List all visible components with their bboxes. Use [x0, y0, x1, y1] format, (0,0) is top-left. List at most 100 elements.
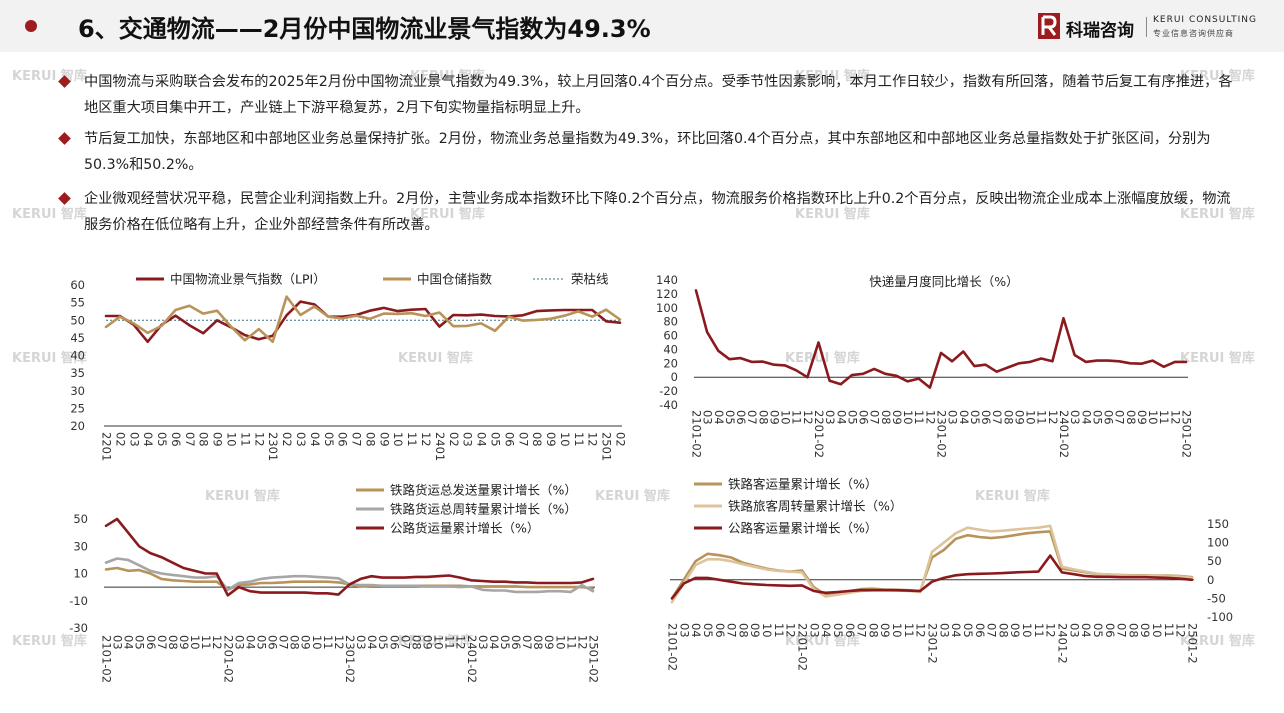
x-tick-label: 04	[819, 623, 833, 638]
x-tick-label: 03	[461, 432, 475, 447]
x-tick-label: 10	[901, 410, 915, 425]
x-tick-label: 06	[502, 432, 516, 447]
x-tick-label: 09	[767, 410, 781, 425]
x-tick-label: 05	[845, 410, 859, 425]
x-tick-label: 03	[701, 410, 715, 425]
y-tick-label: 140	[656, 273, 678, 287]
x-tick-label: 07	[855, 623, 869, 638]
x-tick-label: 06	[979, 410, 993, 425]
x-tick-label: 06	[734, 410, 748, 425]
y-tick-label: -20	[659, 384, 678, 398]
x-tick-label: 12	[332, 635, 346, 650]
x-tick-label: 2501	[600, 432, 614, 461]
x-tick-label: 02	[447, 432, 461, 447]
y-tick-label: 60	[70, 278, 85, 292]
x-tick-label: 08	[409, 635, 423, 650]
x-tick-label: 07	[516, 432, 530, 447]
x-tick-label: 11	[790, 410, 804, 425]
x-tick-label: 04	[308, 432, 322, 447]
x-tick-label: 08	[197, 432, 211, 447]
x-tick-label: 09	[211, 432, 225, 447]
x-tick-label: 07	[745, 410, 759, 425]
x-tick-label: 09	[377, 432, 391, 447]
legend-label: 荣枯线	[571, 272, 609, 287]
x-tick-label: 12	[801, 410, 815, 425]
x-tick-label: 07	[985, 623, 999, 638]
title-bullet-dot	[25, 20, 37, 32]
x-tick-label: 12	[1046, 410, 1060, 425]
x-tick-label: 11	[1032, 623, 1046, 638]
y-tick-label: 10	[73, 567, 88, 581]
x-tick-label: 09	[542, 635, 556, 650]
x-tick-label: 05	[488, 432, 502, 447]
x-tick-label: 06	[144, 635, 158, 650]
x-tick-label: 12	[419, 432, 433, 447]
x-tick-label: 03	[294, 432, 308, 447]
x-tick-label: 04	[834, 410, 848, 425]
logo-name-cn: 科瑞咨询	[1066, 21, 1134, 41]
y-tick-label: 150	[1207, 517, 1229, 531]
x-tick-label: 04	[475, 432, 489, 447]
x-tick-label: 03	[111, 635, 125, 650]
x-tick-label: 03	[807, 623, 821, 638]
x-tick-label: 09	[420, 635, 434, 650]
x-tick-label: 05	[1091, 623, 1105, 638]
x-tick-label: 07	[520, 635, 534, 650]
x-tick-label: 2101-02	[690, 410, 704, 458]
x-tick-label: 2401-02	[1057, 410, 1071, 458]
x-tick-label: 2201-02	[812, 410, 826, 458]
x-tick-label: 08	[288, 635, 302, 650]
x-tick-label: 05	[831, 623, 845, 638]
legend-label: 公路客运量累计增长（%）	[728, 521, 877, 536]
x-tick-label: 07	[725, 623, 739, 638]
page-title: 6、交通物流——2月份中国物流业景气指数为49.3%	[78, 15, 651, 43]
y-tick-label: 35	[70, 366, 85, 380]
y-tick-label: 120	[656, 287, 678, 301]
chart-title: 快递量月度同比增长（%）	[869, 274, 1018, 289]
x-tick-label: 12	[454, 635, 468, 650]
x-tick-label: 03	[937, 623, 951, 638]
x-tick-label: 2201	[100, 432, 114, 461]
chart-express-growth: -40-200204060801001201402101-02030405060…	[656, 273, 1193, 458]
x-tick-label: 07	[277, 635, 291, 650]
x-tick-label: 11	[902, 623, 916, 638]
x-tick-label: 08	[1001, 410, 1015, 425]
x-tick-label: 05	[133, 635, 147, 650]
x-tick-label: 11	[572, 432, 586, 447]
x-tick-label: 10	[760, 623, 774, 638]
x-tick-label: 08	[879, 410, 893, 425]
legend-label: 公路货运量累计增长（%）	[390, 521, 539, 536]
x-tick-label: 03	[1067, 623, 1081, 638]
x-tick-label: 2101-02	[666, 623, 680, 671]
x-tick-label: 10	[890, 623, 904, 638]
y-tick-label: 0	[671, 370, 678, 384]
x-tick-label: 04	[365, 635, 379, 650]
x-tick-label: 06	[387, 635, 401, 650]
x-tick-label: 06	[336, 432, 350, 447]
series-line-1	[104, 300, 622, 344]
x-tick-label: 05	[723, 410, 737, 425]
x-tick-label: 02	[614, 432, 628, 447]
x-tick-label: 02	[113, 432, 127, 447]
x-tick-label: 10	[1024, 410, 1038, 425]
x-tick-label: 11	[912, 410, 926, 425]
x-tick-label: 06	[857, 410, 871, 425]
x-tick-label: 10	[188, 635, 202, 650]
x-tick-label: 03	[1068, 410, 1082, 425]
bullet-item-3: 企业微观经营状况平稳，民营企业利润指数上升。2月份，主营业务成本指数环比下降0.…	[58, 186, 1235, 238]
series-line-2	[670, 524, 1194, 604]
y-tick-label: 25	[70, 401, 85, 415]
x-tick-label: 04	[243, 635, 257, 650]
chart-freight-growth: -30-101030502101-02030405060708091011122…	[69, 483, 600, 684]
x-tick-label: 03	[476, 635, 490, 650]
x-tick-label: 05	[701, 623, 715, 638]
x-tick-label: 07	[155, 635, 169, 650]
x-tick-label: 2301-02	[935, 410, 949, 458]
x-tick-label: 11	[1035, 410, 1049, 425]
x-tick-label: 12	[1044, 623, 1058, 638]
x-tick-label: 10	[391, 432, 405, 447]
x-tick-label: 11	[1162, 623, 1176, 638]
series-line-1	[694, 289, 1188, 389]
x-tick-label: 2201-02	[796, 623, 810, 671]
